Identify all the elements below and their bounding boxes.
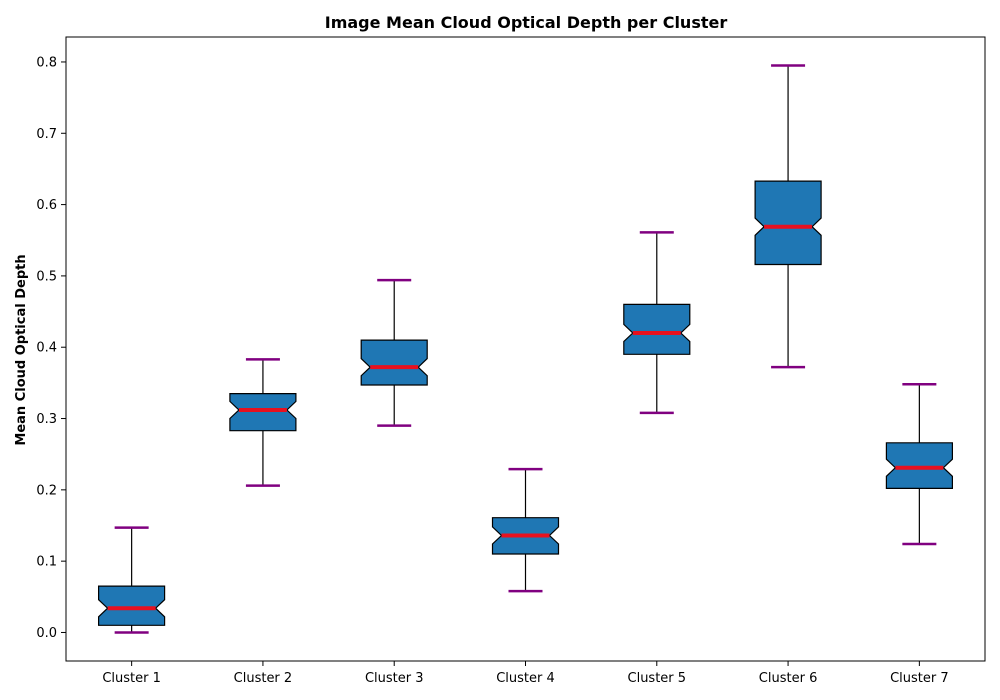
y-tick-label-8: 0.8 (36, 55, 57, 70)
plot-area (97, 64, 954, 634)
y-axis: 0.0 0.1 0.2 0.3 0.4 0.5 0.6 0.7 0.8 (36, 55, 66, 641)
box-6 (754, 180, 822, 266)
box-group-3 (360, 278, 428, 427)
x-tick-label-2: Cluster 3 (365, 671, 424, 686)
box-1 (97, 585, 166, 626)
box-group-1 (97, 526, 166, 634)
y-tick-label-2: 0.2 (36, 483, 57, 498)
y-tick-label-7: 0.7 (36, 127, 57, 142)
x-tick-label-3: Cluster 4 (496, 671, 555, 686)
chart-title: Image Mean Cloud Optical Depth per Clust… (325, 13, 728, 32)
box-3 (360, 339, 428, 386)
box-2 (229, 393, 297, 432)
box-5 (623, 303, 691, 355)
box-group-4 (491, 467, 560, 593)
box-group-6 (754, 64, 822, 369)
y-tick-label-1: 0.1 (36, 555, 57, 570)
x-tick-label-1: Cluster 2 (234, 671, 293, 686)
x-tick-label-4: Cluster 5 (628, 671, 687, 686)
x-tick-label-6: Cluster 7 (890, 671, 949, 686)
y-tick-label-3: 0.3 (36, 412, 57, 427)
x-tick-label-5: Cluster 6 (759, 671, 818, 686)
y-tick-label-0: 0.0 (36, 626, 57, 641)
y-tick-label-5: 0.5 (36, 269, 57, 284)
box-7 (885, 442, 954, 489)
y-tick-label-4: 0.4 (36, 341, 57, 356)
x-axis: Cluster 1 Cluster 2 Cluster 3 Cluster 4 Clus… (102, 661, 949, 686)
box-group-2 (229, 358, 297, 487)
plot-frame (65, 36, 986, 662)
x-tick-label-0: Cluster 1 (102, 671, 161, 686)
box-group-7 (885, 383, 954, 546)
y-axis-label: Mean Cloud Optical Depth (14, 254, 29, 445)
box-group-5 (623, 231, 691, 415)
y-tick-label-6: 0.6 (36, 198, 57, 213)
